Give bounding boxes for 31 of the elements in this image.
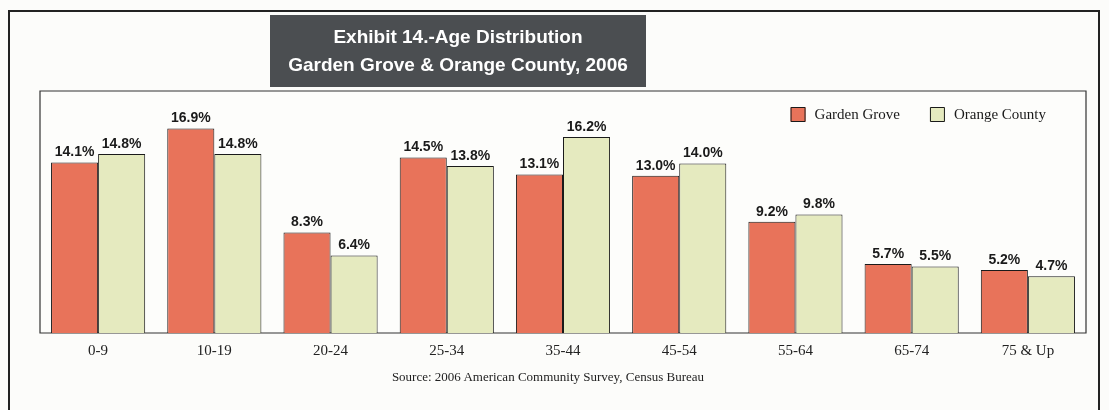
data-label: 14.5%	[403, 138, 444, 155]
data-label: 16.9%	[170, 109, 212, 126]
data-label: 14.0%	[682, 144, 724, 161]
x-tick-label: 75 & Up	[1001, 341, 1055, 358]
data-label: 13.1%	[519, 155, 560, 172]
x-tick-label: 45-54	[661, 341, 698, 358]
x-tick-label: 35-44	[545, 341, 581, 358]
source-note: Source: 2006 American Community Survey, Census Bureau	[390, 369, 706, 385]
chart-title: Exhibit 14.-Age Distribution Garden Grove & Orange County, 2006	[270, 15, 646, 87]
data-label: 16.2%	[566, 117, 607, 134]
data-label: 13.8%	[450, 146, 491, 163]
data-label: 5.7%	[872, 244, 905, 261]
x-tick-label: 0-9	[88, 341, 109, 358]
data-label: 14.1%	[54, 143, 95, 160]
x-tick-label: 10-19	[196, 341, 232, 358]
data-label: 14.8%	[101, 134, 143, 151]
data-label: 5.2%	[988, 250, 1021, 267]
data-label: 9.2%	[755, 202, 789, 219]
x-tick-label: 20-24	[313, 341, 349, 358]
legend-label: Garden Grove	[814, 106, 901, 123]
x-tick-label: 65-74	[894, 341, 930, 358]
data-label: 8.3%	[291, 213, 324, 230]
x-tick-label: 55-64	[777, 341, 814, 358]
data-label: 14.8%	[218, 134, 259, 151]
data-label: 9.8%	[803, 195, 836, 212]
x-tick-label: 25-34	[429, 341, 465, 358]
data-label: 13.0%	[635, 156, 677, 173]
data-label: 4.7%	[1035, 256, 1068, 273]
data-label: 5.5%	[919, 247, 952, 264]
data-label: 6.4%	[338, 236, 371, 253]
legend-label: Orange County	[953, 106, 1047, 123]
